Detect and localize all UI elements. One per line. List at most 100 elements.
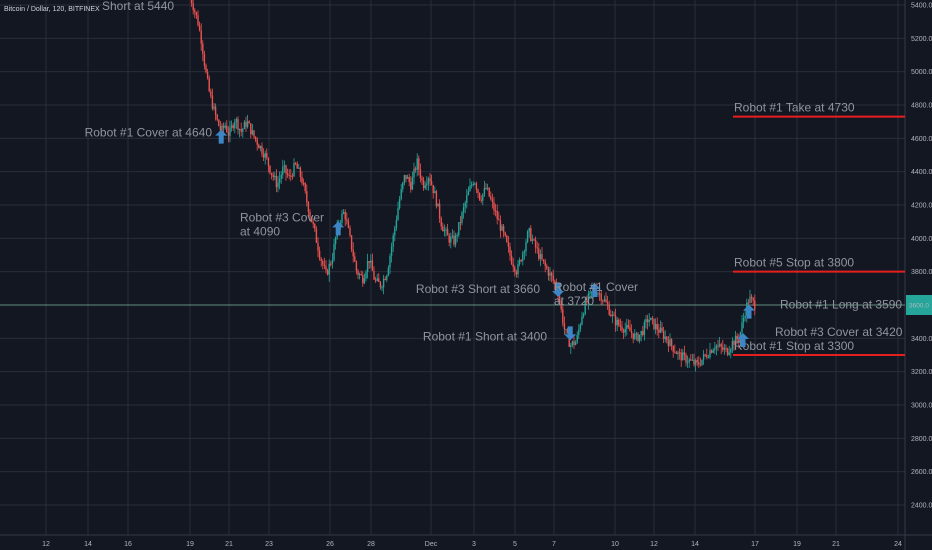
candle-body-up xyxy=(581,316,583,325)
y-tick-label: 3200.0 xyxy=(911,369,932,376)
annotation-label: Robot #3 Short at 3660 xyxy=(416,282,540,296)
candle-body-up xyxy=(390,246,393,256)
candle-body-up xyxy=(242,128,244,132)
candle-body-down xyxy=(658,329,660,333)
candle-body-down xyxy=(448,235,450,243)
candle-body-down xyxy=(430,181,433,185)
x-tick-label: 23 xyxy=(265,541,273,548)
candle-body-down xyxy=(357,270,359,276)
candle-body-down xyxy=(266,153,268,158)
candle-body-up xyxy=(366,261,369,273)
candle-body-up xyxy=(579,324,582,330)
candle-body-down xyxy=(509,246,511,256)
x-tick-label: 12 xyxy=(42,541,50,548)
candle-body-down xyxy=(254,136,257,140)
y-tick-label: 5400.0 xyxy=(911,3,932,10)
candle-body-up xyxy=(589,291,591,294)
y-tick-label: 5200.0 xyxy=(911,36,932,43)
current-price-badge xyxy=(906,295,932,315)
arrow-down-icon xyxy=(552,283,565,297)
candle-body-up xyxy=(474,183,476,185)
candle-body-up xyxy=(283,165,286,167)
candle-body-down xyxy=(250,123,252,135)
candle-body-down xyxy=(261,146,263,154)
y-tick-label: 2400.0 xyxy=(911,503,932,510)
candle-body-up xyxy=(472,183,474,185)
candle-body-up xyxy=(243,122,246,129)
candle-body-down xyxy=(200,30,202,44)
candle-body-down xyxy=(352,249,354,257)
candle-body-down xyxy=(211,95,214,109)
candle-body-down xyxy=(558,295,561,302)
candle-body-up xyxy=(398,199,401,209)
candle-body-down xyxy=(698,362,700,365)
candle-body-up xyxy=(426,183,428,186)
candle-body-down xyxy=(419,169,422,179)
candle-body-up xyxy=(213,106,215,109)
candle-body-down xyxy=(656,324,658,330)
y-tick-label: 4200.0 xyxy=(911,203,932,210)
candle-body-down xyxy=(494,210,497,212)
candle-body-down xyxy=(502,226,505,233)
candle-body-up xyxy=(650,317,652,321)
candle-body-down xyxy=(418,158,420,170)
candle-body-down xyxy=(666,336,668,341)
candle-body-down xyxy=(317,242,319,251)
candle-body-down xyxy=(350,235,353,250)
candle-body-up xyxy=(251,130,254,135)
candle-body-down xyxy=(533,239,535,241)
candle-body-down xyxy=(720,344,722,347)
candle-body-up xyxy=(333,244,335,260)
candle-body-down xyxy=(566,329,569,333)
candle-body-down xyxy=(507,242,510,247)
candle-body-down xyxy=(422,180,425,189)
candle-body-up xyxy=(634,333,636,339)
candle-body-up xyxy=(624,328,626,333)
candle-body-up xyxy=(648,320,650,323)
candle-body-down xyxy=(493,201,495,211)
candle-body-down xyxy=(306,191,308,203)
candle-body-down xyxy=(477,189,479,193)
candle-body-down xyxy=(294,163,297,165)
candle-body-down xyxy=(488,187,490,197)
candle-body-down xyxy=(301,176,303,184)
candle-body-down xyxy=(421,178,423,181)
candle-body-down xyxy=(256,139,258,145)
level-label: Robot #1 Stop at 3300 xyxy=(734,339,854,353)
candle-body-down xyxy=(290,175,292,177)
candle-body-down xyxy=(752,298,754,301)
candle-body-down xyxy=(510,255,513,264)
candle-body-up xyxy=(714,348,716,351)
candle-body-up xyxy=(334,237,337,245)
candle-body-down xyxy=(552,275,554,281)
candle-body-up xyxy=(397,208,399,221)
arrow-up-icon xyxy=(332,221,345,236)
candle-body-up xyxy=(603,299,606,301)
candle-body-up xyxy=(744,315,746,319)
candle-body-down xyxy=(725,348,727,350)
candle-body-down xyxy=(678,352,681,354)
candle-body-down xyxy=(661,327,663,332)
candle-body-down xyxy=(408,177,410,183)
level-label: Robot #1 Take at 4730 xyxy=(734,101,855,115)
x-tick-label: 19 xyxy=(793,541,801,548)
candle-body-up xyxy=(342,211,345,214)
candle-body-up xyxy=(688,359,690,363)
candle-body-down xyxy=(368,261,370,263)
candle-body-up xyxy=(470,184,473,186)
candle-body-up xyxy=(293,163,295,177)
candle-body-down xyxy=(347,221,350,228)
candle-body-down xyxy=(530,228,532,241)
candle-body-down xyxy=(349,227,351,236)
candle-body-down xyxy=(219,126,222,131)
candle-body-up xyxy=(434,191,436,194)
candle-body-up xyxy=(234,121,236,129)
current-price-label: 3600.0 xyxy=(909,303,929,310)
candle-body-up xyxy=(686,362,689,364)
candle-body-down xyxy=(546,265,548,269)
candle-body-up xyxy=(741,322,743,333)
x-tick-label: 10 xyxy=(611,541,619,548)
candle-body-down xyxy=(736,335,738,340)
candle-body-down xyxy=(542,259,545,262)
